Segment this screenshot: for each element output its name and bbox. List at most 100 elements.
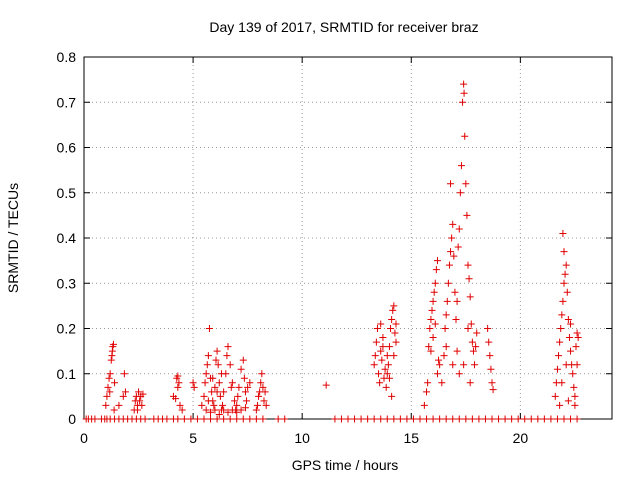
data-point-marker [441, 325, 449, 332]
data-point-marker [424, 379, 432, 387]
data-point-marker [561, 270, 569, 278]
data-point-marker [447, 248, 455, 256]
data-point-marker [370, 361, 378, 369]
data-point-marker [560, 248, 568, 256]
data-point-marker [211, 383, 219, 391]
data-point-marker [198, 401, 206, 409]
data-point-marker [461, 132, 469, 140]
x-tick-label: 15 [403, 430, 419, 446]
data-point-marker [233, 408, 241, 416]
data-point-marker [106, 370, 114, 378]
data-point-marker [572, 343, 580, 351]
data-point-marker [233, 401, 241, 409]
data-point-marker [281, 415, 289, 423]
data-point-marker [207, 408, 215, 416]
data-point-marker [436, 415, 444, 423]
data-point-marker [383, 352, 391, 360]
data-point-marker [471, 361, 479, 369]
y-tick-label: 0.2 [57, 321, 77, 337]
x-tick-label: 10 [294, 430, 310, 446]
data-point-marker [390, 302, 398, 310]
data-point-marker [425, 343, 433, 351]
data-point-marker [433, 370, 441, 378]
data-point-marker [385, 343, 393, 351]
data-point-marker [453, 347, 461, 355]
data-point-marker [462, 180, 470, 188]
data-point-marker [573, 329, 581, 337]
data-point-marker [573, 361, 581, 369]
data-point-marker [259, 415, 267, 423]
data-point-marker [428, 306, 436, 314]
data-point-marker [373, 325, 381, 332]
data-point-marker [442, 415, 450, 423]
y-tick-label: 0.5 [57, 185, 77, 201]
chart-title: Day 139 of 2017, SRMTID for receiver bra… [209, 19, 478, 35]
data-point-marker [109, 340, 117, 348]
data-point-marker [377, 347, 385, 355]
data-point-marker [469, 347, 477, 355]
data-point-marker [455, 225, 463, 233]
data-point-marker [246, 379, 254, 387]
data-point-marker [465, 275, 473, 283]
data-point-marker [213, 347, 221, 355]
data-point-marker [217, 370, 225, 378]
data-point-marker [455, 370, 463, 378]
data-point-marker [558, 311, 566, 319]
data-point-marker [193, 415, 201, 423]
data-point-marker [430, 288, 438, 296]
data-point-marker [472, 343, 480, 351]
data-point-marker [226, 415, 234, 423]
data-point-marker [454, 243, 462, 251]
data-point-marker [163, 415, 171, 423]
data-point-marker [423, 388, 431, 396]
data-point-marker [224, 408, 232, 416]
data-point-marker [466, 379, 474, 387]
data-point-marker [202, 370, 210, 378]
data-point-marker [357, 415, 365, 423]
data-point-marker [241, 388, 249, 396]
data-point-marker [547, 415, 555, 423]
data-point-marker [120, 370, 128, 378]
data-point-marker [460, 361, 468, 369]
data-point-marker [219, 401, 227, 409]
data-point-marker [432, 266, 440, 274]
data-point-marker [388, 392, 396, 400]
data-point-marker [115, 401, 123, 409]
data-point-marker [223, 352, 231, 360]
data-point-marker [260, 397, 268, 405]
data-point-marker [107, 356, 115, 364]
data-point-marker [209, 374, 217, 382]
data-point-marker [388, 315, 396, 323]
data-point-marker [377, 415, 385, 423]
data-point-marker [409, 415, 417, 423]
data-point-marker [211, 406, 219, 414]
data-point-marker [243, 397, 251, 405]
data-point-marker [377, 320, 385, 328]
data-point-marker [231, 397, 239, 405]
axis-ticks: 0 5 10 15 20 0 0.1 0.2 0.3 0.4 0.5 0.6 0.7 0.8 [57, 49, 612, 446]
data-point-marker [105, 374, 113, 382]
data-point-marker [344, 415, 352, 423]
data-point-marker [403, 415, 411, 423]
data-point-marker [451, 288, 459, 296]
data-point-marker [444, 279, 452, 287]
data-point-marker [389, 306, 397, 314]
data-point-marker [207, 415, 215, 423]
data-point-marker [214, 361, 222, 369]
data-point-marker [261, 388, 269, 396]
data-point-marker [141, 415, 149, 423]
data-point-marker [376, 379, 384, 387]
data-point-marker [508, 415, 516, 423]
y-tick-label: 0.3 [57, 275, 77, 291]
data-point-marker [540, 415, 548, 423]
data-point-marker [564, 397, 572, 405]
data-point-marker [237, 365, 245, 373]
data-point-marker [567, 415, 575, 423]
y-tick-label: 0 [68, 411, 76, 427]
data-point-marker [457, 162, 465, 170]
data-point-marker [136, 397, 144, 405]
data-point-marker [387, 325, 395, 332]
data-point-marker [227, 383, 235, 391]
x-axis-label: GPS time / hours [292, 457, 399, 473]
